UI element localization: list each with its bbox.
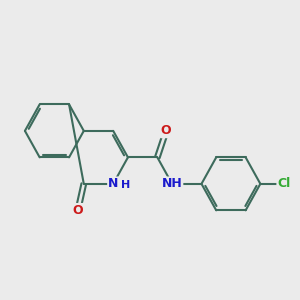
Text: H: H xyxy=(121,180,130,190)
Text: NH: NH xyxy=(162,177,182,190)
Text: N: N xyxy=(108,177,119,190)
Text: O: O xyxy=(161,124,172,137)
Text: O: O xyxy=(73,204,83,217)
Text: Cl: Cl xyxy=(277,177,290,190)
